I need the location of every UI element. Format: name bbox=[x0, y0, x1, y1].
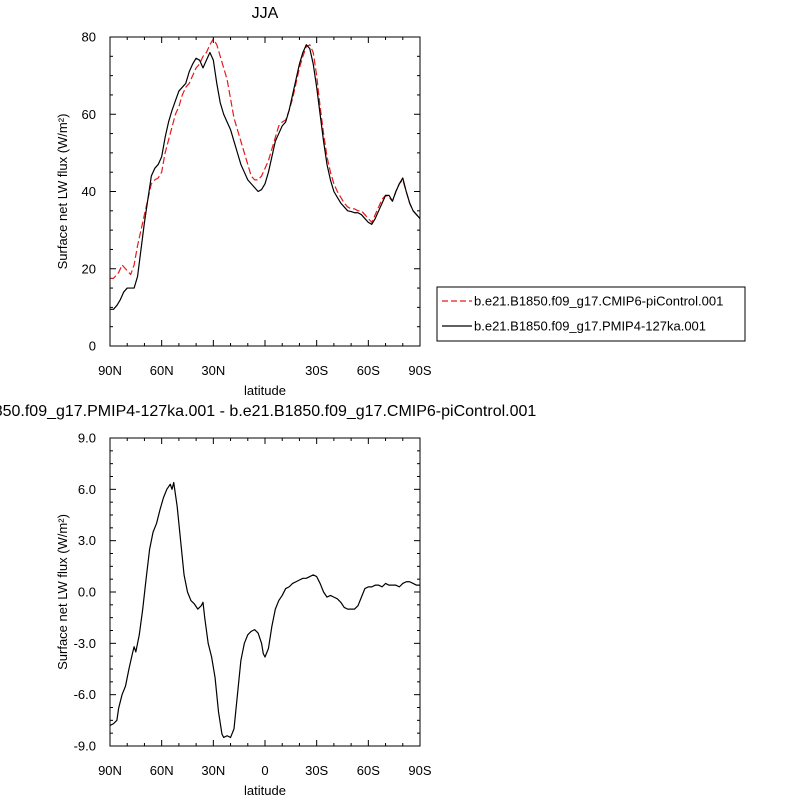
y-tick-label: 80 bbox=[82, 30, 96, 45]
y-tick-label: 9.0 bbox=[78, 431, 96, 446]
y-tick-label: 6.0 bbox=[78, 482, 96, 497]
x-tick-label: 90N bbox=[98, 363, 122, 378]
x-tick-label: 60S bbox=[357, 763, 380, 778]
x-tick-label: 60N bbox=[150, 763, 174, 778]
plot-frame bbox=[109, 36, 421, 347]
x-tick-label: 0 bbox=[261, 763, 268, 778]
chart-title: 850.f09_g17.PMIP4-127ka.001 - b.e21.B185… bbox=[0, 403, 536, 420]
y-axis-label: Surface net LW flux (W/m²) bbox=[55, 514, 70, 670]
x-tick-label: 90S bbox=[408, 363, 431, 378]
y-tick-label: 3.0 bbox=[78, 533, 96, 548]
series-line-1 bbox=[110, 38, 421, 280]
y-tick-label: 60 bbox=[82, 107, 96, 122]
y-tick-label: 20 bbox=[82, 261, 96, 276]
chart-panel-2: 850.f09_g17.PMIP4-127ka.001 - b.e21.B185… bbox=[0, 403, 536, 798]
x-axis-label: latitude bbox=[244, 383, 286, 398]
y-tick-label: 40 bbox=[82, 184, 96, 199]
x-tick-label: 30S bbox=[305, 363, 328, 378]
legend: b.e21.B1850.f09_g17.CMIP6-piControl.001b… bbox=[436, 286, 746, 342]
x-tick-label: 60S bbox=[357, 363, 380, 378]
x-axis-label: latitude bbox=[244, 783, 286, 798]
plot-frame bbox=[109, 437, 421, 747]
series-line-1 bbox=[109, 481, 420, 739]
x-tick-label: 30N bbox=[201, 763, 225, 778]
x-tick-label: 90N bbox=[98, 763, 122, 778]
y-tick-label: 0 bbox=[89, 339, 96, 354]
legend-entry: b.e21.B1850.f09_g17.CMIP6-piControl.001 bbox=[474, 294, 723, 309]
legend-box bbox=[436, 286, 746, 342]
y-tick-label: -9.0 bbox=[74, 739, 96, 754]
legend-entry: b.e21.B1850.f09_g17.PMIP4-127ka.001 bbox=[474, 319, 706, 334]
y-tick-label: 0.0 bbox=[78, 585, 96, 600]
x-tick-label: 90S bbox=[408, 763, 431, 778]
x-tick-label: 30N bbox=[201, 363, 225, 378]
x-tick-label: 60N bbox=[150, 363, 174, 378]
y-tick-label: -6.0 bbox=[74, 687, 96, 702]
chart-panel-1: JJA 90N 60N 30N 30S 60S 90S 0 20 40 60 80 latitude Su… bbox=[55, 5, 746, 398]
y-axis-label: Surface net LW flux (W/m²) bbox=[55, 114, 70, 270]
y-tick-label: -3.0 bbox=[74, 636, 96, 651]
x-tick-label: 30S bbox=[305, 763, 328, 778]
chart-title: JJA bbox=[252, 5, 279, 22]
series-line-2 bbox=[110, 44, 421, 310]
